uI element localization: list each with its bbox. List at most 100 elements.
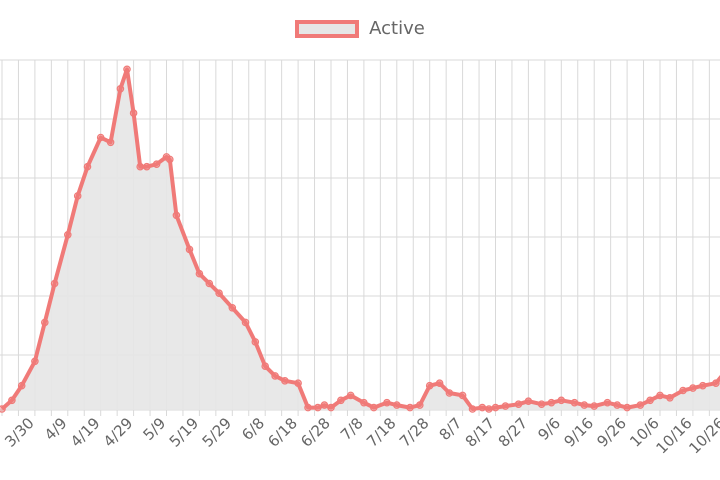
data-point-active[interactable] [679, 386, 687, 395]
x-tick-label: 5/19 [166, 414, 203, 451]
data-point-active[interactable] [537, 400, 546, 409]
x-tick-label: 10/16 [652, 414, 695, 457]
chart-legend[interactable]: Active [0, 18, 720, 39]
data-point-active[interactable] [136, 162, 145, 171]
x-tick-label: 6/8 [238, 414, 268, 444]
data-point-active[interactable] [116, 85, 125, 93]
data-point-active[interactable] [613, 401, 622, 409]
x-tick-label: 7/28 [396, 414, 433, 451]
data-point-active[interactable] [31, 357, 39, 366]
data-point-active[interactable] [50, 279, 59, 288]
data-point-active[interactable] [425, 381, 434, 390]
data-point-active[interactable] [337, 396, 345, 405]
data-point-active[interactable] [185, 245, 194, 254]
area-layer [0, 67, 720, 411]
data-point-active[interactable] [383, 398, 391, 407]
x-tick-label: 3/20 [0, 414, 5, 451]
data-point-active[interactable] [570, 398, 579, 407]
data-point-active[interactable] [96, 133, 105, 142]
data-point-active[interactable] [590, 402, 599, 410]
x-tick-label: 6/28 [297, 414, 334, 451]
data-point-active[interactable] [123, 65, 131, 74]
x-tick-label: 9/26 [593, 414, 630, 451]
x-tick-label: 4/9 [41, 414, 71, 444]
data-point-active[interactable] [656, 391, 664, 400]
x-tick-label: 4/19 [67, 414, 104, 451]
x-tick-label: 5/29 [199, 414, 236, 451]
data-point-active[interactable] [205, 279, 214, 288]
data-point-active[interactable] [435, 379, 444, 388]
data-point-active[interactable] [712, 379, 720, 388]
data-point-active[interactable] [172, 211, 181, 220]
data-point-active[interactable] [195, 269, 204, 278]
data-point-active[interactable] [557, 396, 566, 405]
data-point-active[interactable] [524, 397, 533, 406]
x-tick-label: 8/27 [495, 414, 532, 451]
data-point-active[interactable] [281, 376, 289, 385]
data-point-active[interactable] [458, 391, 467, 400]
data-point-active[interactable] [327, 403, 335, 412]
data-point-active[interactable] [129, 109, 138, 117]
data-point-active[interactable] [346, 391, 355, 400]
x-tick-layer: 3/203/30 4/94/194/29 5/95/195/29 6/86/186/2… [0, 414, 720, 457]
data-point-active[interactable] [241, 318, 250, 327]
x-tick-label: 3/30 [1, 414, 38, 451]
data-point-active[interactable] [501, 402, 510, 410]
data-point-active[interactable] [415, 401, 424, 409]
data-point-active[interactable] [143, 162, 151, 171]
data-point-active[interactable] [406, 403, 414, 412]
point-layer [0, 65, 720, 413]
data-point-active[interactable] [0, 405, 6, 413]
data-point-active[interactable] [580, 401, 589, 409]
data-point-active[interactable] [603, 398, 612, 407]
data-point-active[interactable] [261, 362, 270, 371]
data-point-active[interactable] [392, 401, 401, 409]
data-point-active[interactable] [166, 155, 174, 164]
x-tick-label: 9/16 [560, 414, 597, 451]
data-point-active[interactable] [666, 393, 674, 402]
x-tick-label: 8/7 [436, 414, 466, 444]
data-point-active[interactable] [152, 160, 161, 169]
data-point-active[interactable] [83, 162, 92, 171]
x-tick-label: 8/17 [462, 414, 499, 451]
data-point-active[interactable] [689, 384, 697, 392]
data-point-active[interactable] [228, 303, 237, 312]
data-point-active[interactable] [304, 403, 312, 412]
x-tick-label: 4/29 [100, 414, 137, 451]
data-point-active[interactable] [468, 405, 477, 413]
data-point-active[interactable] [215, 289, 223, 298]
data-point-active[interactable] [646, 396, 654, 405]
x-tick-label: 6/18 [264, 414, 301, 451]
data-point-active[interactable] [485, 405, 493, 413]
data-point-active[interactable] [547, 398, 556, 407]
data-point-active[interactable] [8, 396, 16, 405]
x-tick-label: 10/26 [685, 414, 720, 457]
data-point-active[interactable] [623, 403, 631, 412]
data-point-active[interactable] [320, 401, 329, 409]
data-point-active[interactable] [17, 381, 26, 390]
data-point-active[interactable] [106, 138, 115, 147]
legend-swatch-active [295, 19, 360, 38]
x-tick-label: 7/18 [363, 414, 400, 451]
data-point-active[interactable] [64, 231, 72, 239]
data-point-active[interactable] [313, 403, 322, 412]
data-point-active[interactable] [514, 400, 523, 409]
data-point-active[interactable] [445, 389, 454, 397]
series-area-active [2, 69, 720, 410]
data-point-active[interactable] [40, 318, 49, 327]
data-point-active[interactable] [698, 381, 707, 390]
data-point-active[interactable] [478, 403, 487, 412]
data-point-active[interactable] [73, 192, 82, 200]
data-point-active[interactable] [369, 403, 378, 412]
data-point-active[interactable] [251, 338, 260, 346]
x-tick-label: 9/6 [534, 414, 564, 444]
data-point-active[interactable] [271, 372, 279, 380]
data-point-active[interactable] [491, 403, 500, 412]
data-point-active[interactable] [360, 398, 368, 407]
data-point-active[interactable] [636, 401, 645, 409]
data-point-active[interactable] [294, 379, 302, 388]
legend-label-active: Active [369, 18, 425, 39]
x-tick-label: 7/8 [337, 414, 367, 444]
